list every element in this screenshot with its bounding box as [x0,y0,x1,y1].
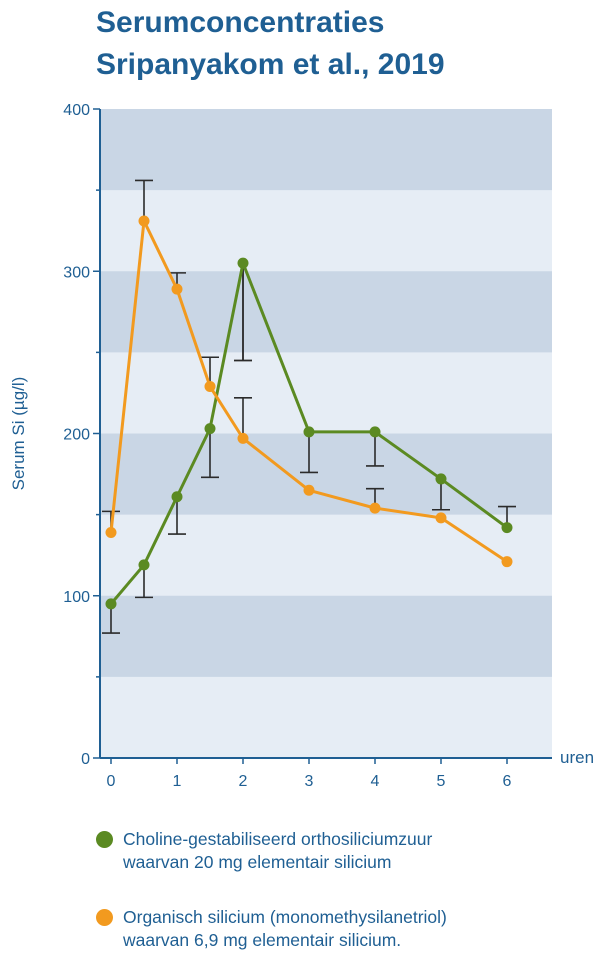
data-point-organisch [237,432,249,444]
grid-band [100,271,552,353]
data-point-choline [171,491,183,503]
data-point-choline [369,426,381,438]
data-point-organisch [138,215,150,227]
legend-sublabel-choline: waarvan 20 mg elementair silicium [123,852,392,872]
data-point-organisch [303,484,315,496]
grid-band [100,109,552,191]
data-point-choline [237,257,249,269]
y-tick-label: 200 [63,427,90,444]
x-tick-label: 4 [371,773,380,790]
x-tick-label: 5 [437,773,446,790]
chart-title: Serumconcentraties Sripanyakom et al., 2… [96,2,445,86]
data-point-choline [435,473,447,485]
chart-title-line1: Serumconcentraties [96,6,385,39]
data-point-organisch [501,556,513,568]
y-tick-label: 100 [63,589,90,606]
legend-label-organisch: Organisch silicium (monomethysilanetriol… [123,907,447,927]
data-point-organisch [435,512,447,524]
data-point-choline [501,522,513,534]
data-point-choline [138,559,150,571]
y-tick-label: 300 [63,264,90,281]
legend-dot-organisch [96,909,113,926]
data-point-organisch [204,380,216,392]
x-axis-label: uren [560,748,594,767]
data-point-choline [105,598,117,610]
legend-dot-choline [96,831,113,848]
data-point-organisch [105,526,117,538]
line-chart: 0 100 200 300 400 0 1 2 3 4 5 6 uren Serum Si (µg/l) [9,102,594,790]
data-point-choline [204,423,216,435]
data-point-organisch [369,502,381,514]
x-tick-label: 1 [173,773,182,790]
x-tick-label: 0 [107,773,116,790]
grid-band [100,595,552,677]
y-tick-label: 0 [81,751,90,768]
chart-title-line2: Sripanyakom et al., 2019 [96,48,445,81]
data-point-choline [303,426,315,438]
y-tick-label: 400 [63,102,90,119]
legend-sublabel-organisch: waarvan 6,9 mg elementair silicium. [123,930,402,950]
y-axis-label: Serum Si (µg/l) [9,377,28,491]
x-tick-label: 6 [503,773,512,790]
x-tick-label: 2 [239,773,248,790]
data-point-organisch [171,283,183,295]
grid-band [100,433,552,515]
x-tick-label: 3 [305,773,314,790]
legend-label-choline: Choline-gestabiliseerd orthosiliciumzuur [123,829,433,849]
